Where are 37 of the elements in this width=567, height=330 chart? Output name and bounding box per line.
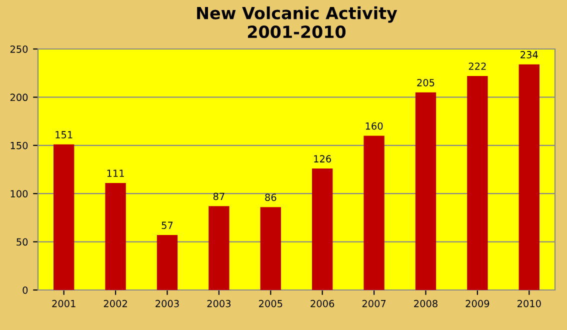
- y-tick-label: 250: [10, 45, 28, 53]
- x-tick-label: 2003: [207, 300, 231, 308]
- y-tick-label: 50: [16, 238, 28, 246]
- data-label: 57: [162, 222, 173, 229]
- y-tick-label: 0: [22, 286, 28, 294]
- y-tick-label: 150: [10, 142, 28, 150]
- x-tick-label: 2009: [466, 300, 490, 308]
- data-label: 111: [107, 170, 124, 177]
- data-label: 86: [265, 194, 276, 202]
- bar: [54, 144, 74, 290]
- x-tick-label: 2001: [52, 300, 76, 308]
- bar: [156, 235, 178, 290]
- data-label: 205: [417, 78, 434, 86]
- chart-title: New Volcanic Activity 2001-2010: [197, 6, 398, 38]
- x-tick-label: 2003: [156, 300, 179, 308]
- data-label: 126: [314, 155, 332, 162]
- x-tick-label: 2006: [310, 300, 334, 308]
- y-tick-label: 100: [10, 190, 28, 198]
- y-tick-label: 200: [10, 94, 28, 102]
- x-tick-label: 2010: [517, 300, 541, 308]
- data-label: 151: [56, 131, 72, 138]
- data-label: 222: [468, 62, 486, 70]
- bar: [364, 136, 384, 290]
- x-tick-label: 2002: [104, 300, 127, 308]
- data-label: 234: [520, 51, 538, 58]
- bar: [467, 76, 488, 290]
- data-label: 87: [213, 192, 224, 200]
- bar: [105, 182, 126, 290]
- bar: [208, 206, 230, 290]
- bar: [260, 207, 281, 290]
- x-tick-label: 2008: [414, 300, 438, 308]
- bar: [518, 64, 540, 290]
- bar: [312, 168, 333, 290]
- x-tick-label: 2005: [258, 300, 282, 308]
- bar: [415, 92, 436, 290]
- x-tick-label: 2007: [362, 300, 386, 308]
- data-label: 160: [366, 122, 383, 130]
